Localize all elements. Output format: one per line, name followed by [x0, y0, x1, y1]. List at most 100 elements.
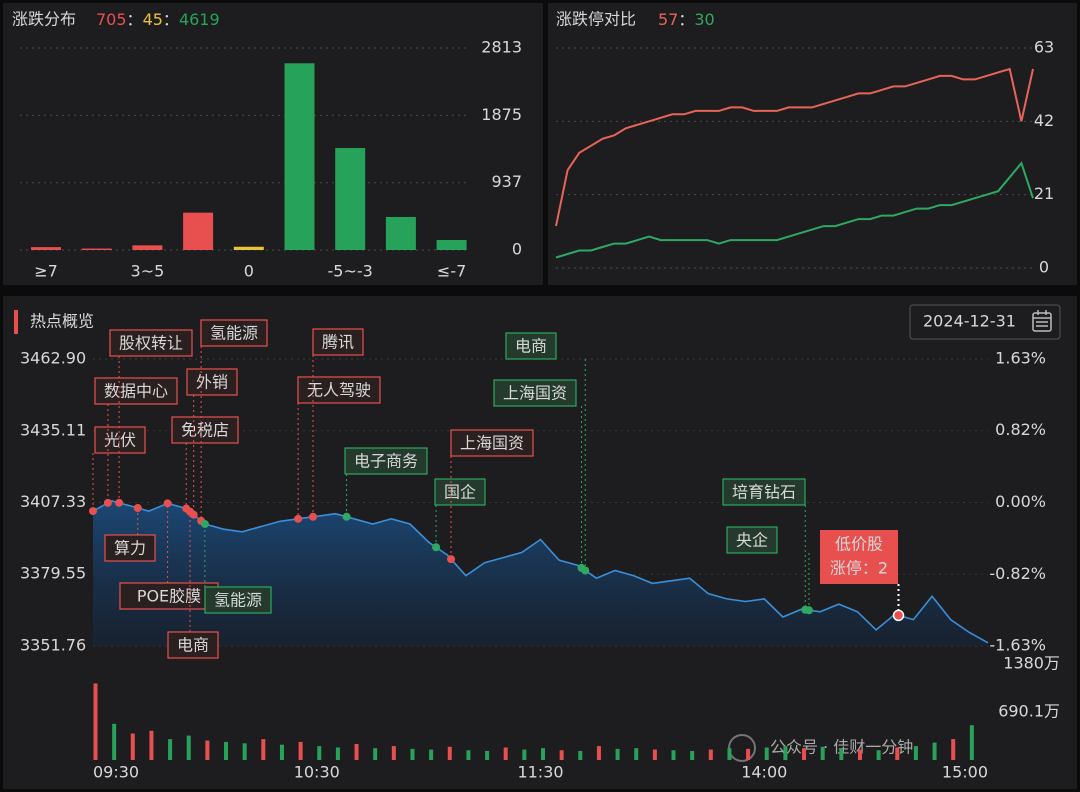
y-tick-label: 63 — [1034, 38, 1054, 57]
summary: 705：45：4619 — [96, 10, 220, 29]
annotation-box — [493, 379, 577, 407]
annotation-label: 氢能源 — [214, 591, 262, 610]
y-tick-label: 0 — [1039, 258, 1049, 277]
annotation-dot — [200, 520, 209, 529]
annotation-box — [94, 377, 178, 405]
volume-bar — [503, 747, 508, 760]
y2-tick-label: 1.63% — [995, 349, 1046, 368]
volume-bar — [354, 744, 359, 760]
separator: ： — [678, 10, 694, 29]
volume-bar — [578, 750, 583, 760]
annotation-dot — [581, 566, 590, 575]
y2-tick-label: 0.00% — [995, 492, 1046, 511]
x-tick-label: ≥7 — [34, 262, 58, 281]
volume-bar — [186, 735, 191, 760]
volume-bar — [541, 748, 545, 760]
calendar-icon[interactable] — [1032, 310, 1052, 332]
annotation-dot — [133, 504, 142, 513]
annotation-label: 光伏 — [104, 431, 136, 450]
volume-bar — [876, 750, 881, 760]
volume-bar — [746, 748, 751, 760]
annotation-label: 电商 — [177, 636, 209, 655]
volume-bar — [652, 749, 657, 760]
annotation-dot — [892, 609, 905, 622]
x-tick-label: ≤-7 — [437, 262, 466, 281]
volume-bar — [224, 741, 229, 760]
x-tick-label: 10:30 — [294, 763, 340, 782]
annotation-dot — [432, 543, 441, 552]
annotation-dot — [89, 507, 97, 516]
annotation-box — [119, 582, 219, 610]
summary-count: 45 — [143, 10, 163, 29]
annotation-box — [344, 447, 428, 475]
volume-bar — [634, 748, 639, 760]
volume-bar — [335, 747, 340, 760]
annotation-box — [450, 429, 534, 457]
y-tick-label: 937 — [491, 172, 522, 191]
summary-count: 705 — [96, 10, 127, 29]
volume-bar — [429, 749, 434, 760]
annotation-label: 低价股 — [835, 535, 883, 554]
y-tick-label: 42 — [1034, 111, 1054, 130]
volume-bar — [951, 739, 956, 760]
volume-bar — [522, 749, 527, 760]
annotation-label: 外销 — [196, 373, 228, 392]
annotation-dot — [294, 514, 303, 523]
annotation-dot — [309, 512, 318, 521]
annotation-dot — [447, 555, 455, 564]
y-tick-label: 3351.76 — [20, 636, 86, 655]
date-picker[interactable] — [909, 304, 1061, 340]
volume-bar — [279, 744, 284, 760]
series-line — [555, 161, 1034, 259]
volume-bar — [913, 746, 918, 760]
panel-title: 涨跌分布 — [12, 10, 76, 29]
annotation-label: 央企 — [736, 531, 768, 550]
annotation-dot — [805, 606, 813, 615]
bar — [385, 216, 416, 250]
annotation-label: 股权转让 — [119, 334, 183, 353]
annotation-sublabel: 涨停：2 — [830, 559, 888, 578]
bar — [436, 240, 467, 250]
y-tick-label: 3462.90 — [20, 349, 86, 368]
volume-bar — [615, 748, 620, 760]
volume-bar — [112, 723, 117, 760]
x-tick-label: -5~-3 — [328, 262, 373, 281]
annotation-box — [94, 426, 146, 454]
x-tick-label: 0 — [244, 262, 254, 281]
volume-bar — [690, 750, 695, 760]
y2-tick-label: -1.63% — [989, 636, 1046, 655]
annotation-box — [722, 478, 806, 506]
annotation-label: 无人驾驶 — [307, 381, 371, 400]
annotation-box — [204, 586, 272, 614]
price-area — [93, 500, 988, 646]
x-tick-label: 15:00 — [942, 763, 988, 782]
volume-bar — [708, 749, 713, 760]
bar — [31, 247, 61, 250]
volume-bar — [168, 739, 173, 760]
price-line — [92, 499, 989, 644]
volume-bar — [895, 747, 900, 760]
annotation-dot — [103, 498, 112, 507]
distribution-panel — [3, 3, 543, 285]
annotation-label: 电子商务 — [354, 452, 418, 471]
bar — [183, 212, 214, 250]
y-tick-label: 1875 — [481, 105, 522, 124]
y2-tick-label: -0.82% — [989, 564, 1046, 583]
x-tick-label: 11:30 — [517, 763, 563, 782]
annotation-box — [297, 376, 381, 404]
date-text[interactable]: 2024-12-31 — [923, 312, 1016, 331]
annotation-label: 数据中心 — [104, 382, 168, 401]
panel-title: 涨跌停对比 — [556, 10, 636, 29]
bar — [284, 63, 315, 251]
annotation-box — [186, 368, 238, 396]
annotation-label: 腾讯 — [322, 333, 354, 352]
summary: 57：30 — [658, 10, 715, 29]
annotation-box — [312, 328, 364, 356]
volume-bar — [373, 748, 378, 760]
volume-bar — [727, 748, 732, 760]
y-tick-label: 2813 — [481, 38, 522, 57]
x-tick-label: 3~5 — [131, 262, 165, 281]
annotation-box — [104, 534, 156, 562]
annotation-box — [171, 416, 239, 444]
annotation-box — [109, 329, 193, 357]
